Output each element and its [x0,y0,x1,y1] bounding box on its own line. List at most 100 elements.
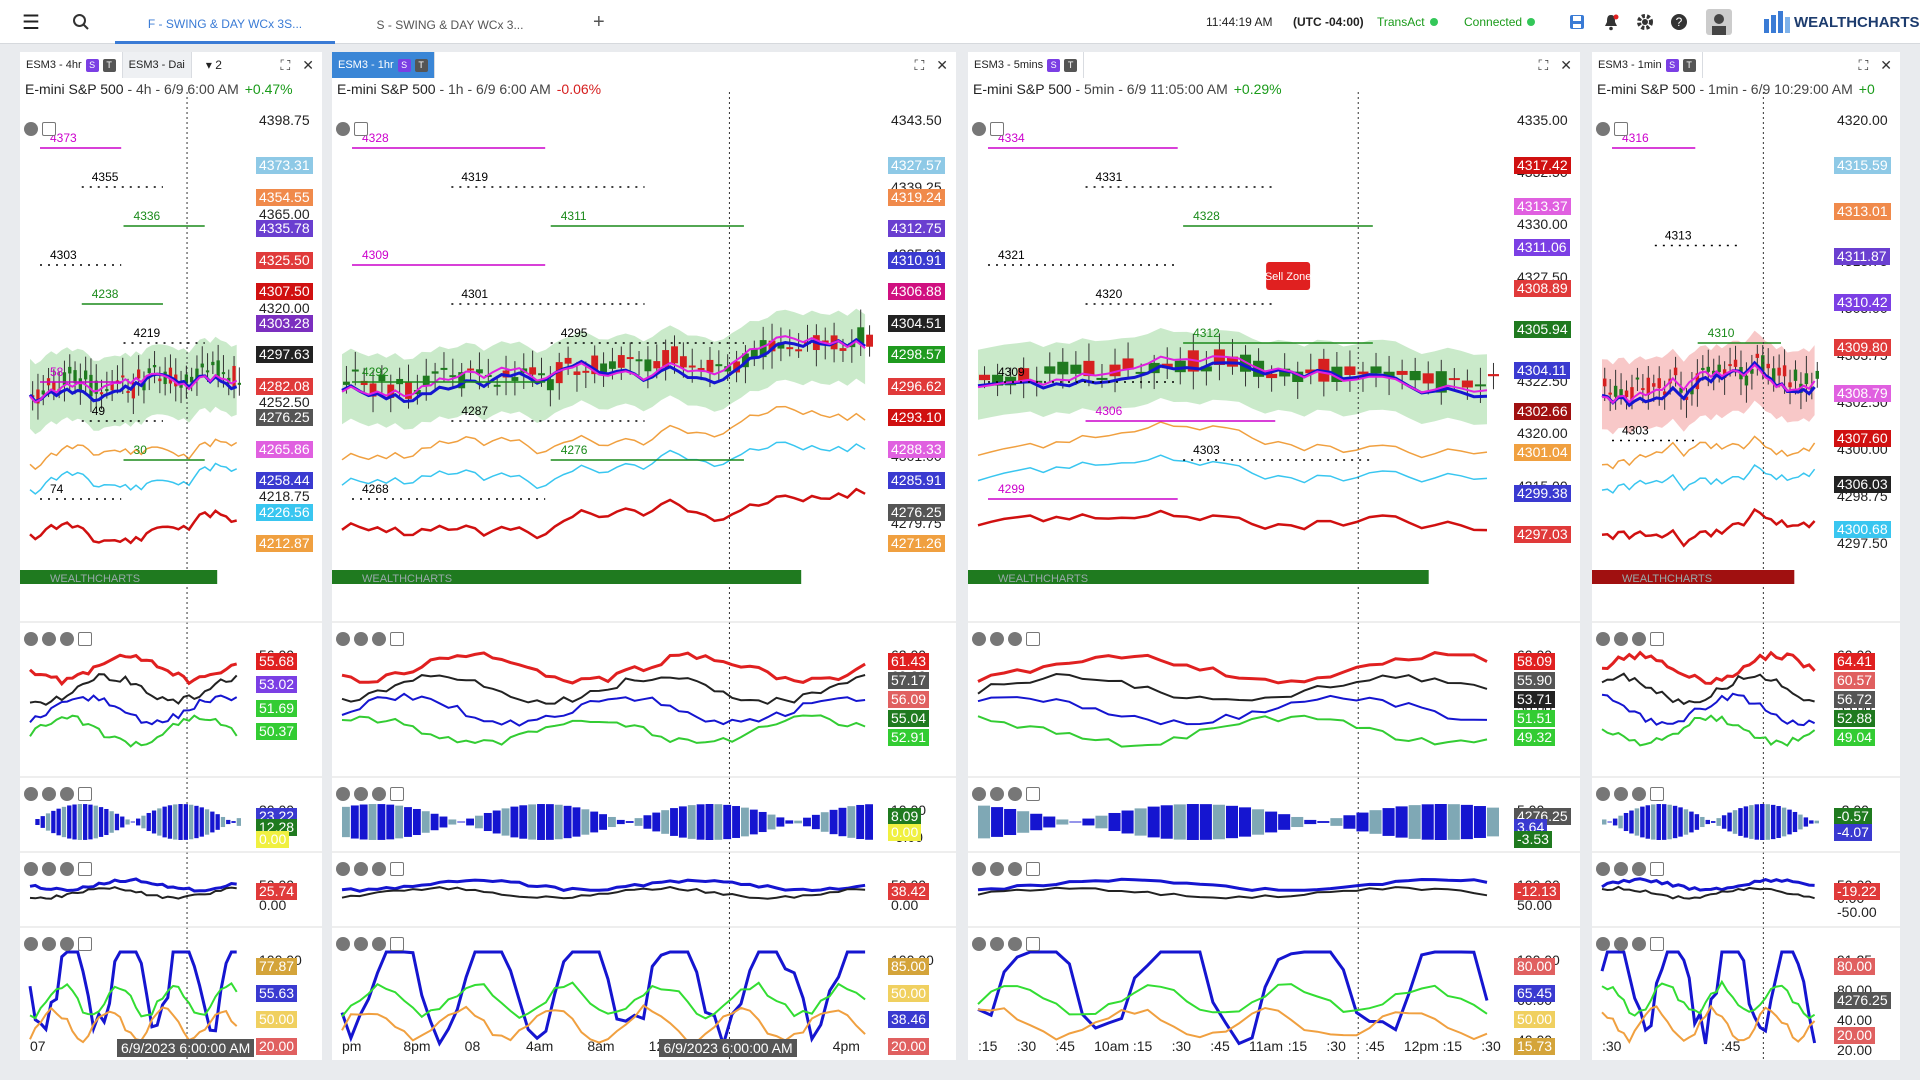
timezone-label[interactable]: (UTC -04:00) [1293,15,1364,29]
close-icon[interactable]: ✕ [936,56,948,73]
hide-icon[interactable] [336,862,350,876]
move-up-icon[interactable] [1008,937,1022,951]
move-up-icon[interactable] [1008,632,1022,646]
hide-icon[interactable] [972,937,986,951]
hide-icon[interactable] [1596,787,1610,801]
move-up-icon[interactable] [372,937,386,951]
hide-icon[interactable] [336,122,350,136]
panel-tab[interactable]: ESM3 - 1hr S T [332,52,435,78]
panel-tab[interactable]: ESM3 - 5mins S T [968,52,1085,78]
add-study-icon[interactable] [1650,937,1664,951]
bell-icon[interactable] [1602,0,1620,44]
add-study-icon[interactable] [390,632,404,646]
move-up-icon[interactable] [60,862,74,876]
collapse-icon[interactable] [1614,787,1628,801]
add-study-icon[interactable] [78,787,92,801]
template-badge-icon[interactable]: T [1682,58,1696,72]
move-up-icon[interactable] [372,632,386,646]
maximize-icon[interactable]: ⛶ [914,56,925,73]
save-icon[interactable] [1568,0,1586,44]
hide-icon[interactable] [1596,632,1610,646]
study-badge-icon[interactable]: S [397,58,411,72]
add-study-icon[interactable] [1650,632,1664,646]
hide-icon[interactable] [24,122,38,136]
hide-icon[interactable] [1596,862,1610,876]
hide-icon[interactable] [24,632,38,646]
hide-icon[interactable] [972,122,986,136]
collapse-icon[interactable] [354,787,368,801]
hide-icon[interactable] [972,862,986,876]
collapse-icon[interactable] [1614,937,1628,951]
hide-icon[interactable] [24,787,38,801]
hide-icon[interactable] [336,937,350,951]
template-badge-icon[interactable]: T [102,58,116,72]
move-up-icon[interactable] [1632,937,1646,951]
hide-icon[interactable] [1596,937,1610,951]
help-icon[interactable]: ? [1670,0,1688,44]
maximize-icon[interactable]: ⛶ [1538,56,1549,73]
add-study-icon[interactable] [1026,937,1040,951]
add-study-icon[interactable] [1614,122,1628,136]
hide-icon[interactable] [336,632,350,646]
transact-status[interactable]: TransAct [1377,0,1438,44]
add-study-icon[interactable] [390,862,404,876]
collapse-icon[interactable] [1614,632,1628,646]
study-badge-icon[interactable]: S [1665,58,1679,72]
collapse-icon[interactable] [1614,862,1628,876]
move-up-icon[interactable] [372,787,386,801]
maximize-icon[interactable]: ⛶ [280,56,291,73]
chart-canvas[interactable]: 4334 4331 4328 4321 4320 4312 4309 4306 4303 4299… [968,52,1580,1060]
menu-icon[interactable]: ☰ [22,11,40,34]
collapse-icon[interactable] [990,787,1004,801]
move-up-icon[interactable] [60,787,74,801]
collapse-icon[interactable] [990,632,1004,646]
collapse-icon[interactable] [42,632,56,646]
collapse-icon[interactable] [354,632,368,646]
maximize-icon[interactable]: ⛶ [1858,56,1869,73]
move-up-icon[interactable] [1008,862,1022,876]
add-study-icon[interactable] [1650,862,1664,876]
move-up-icon[interactable] [60,632,74,646]
hide-icon[interactable] [336,787,350,801]
add-study-icon[interactable] [1026,632,1040,646]
add-study-icon[interactable] [78,937,92,951]
collapse-icon[interactable] [990,937,1004,951]
workspace-tab-1[interactable]: F - SWING & DAY WCx 3S... [115,6,335,44]
collapse-icon[interactable] [42,937,56,951]
add-tab-button[interactable]: + [593,10,605,33]
hide-icon[interactable] [1596,122,1610,136]
move-up-icon[interactable] [1632,632,1646,646]
collapse-icon[interactable] [354,862,368,876]
add-study-icon[interactable] [1026,862,1040,876]
add-study-icon[interactable] [78,632,92,646]
panel-tab[interactable]: ESM3 - Dai [122,52,192,78]
tab-count[interactable]: ▾ 2 [205,58,222,72]
collapse-icon[interactable] [990,862,1004,876]
template-badge-icon[interactable]: T [1064,58,1078,72]
move-up-icon[interactable] [1632,787,1646,801]
panel-tab[interactable]: ESM3 - 1min S T [1592,52,1703,78]
add-study-icon[interactable] [42,122,56,136]
add-study-icon[interactable] [390,937,404,951]
workspace-tab-2[interactable]: S - SWING & DAY WCx 3... [376,18,524,32]
add-study-icon[interactable] [1026,787,1040,801]
close-icon[interactable]: ✕ [1560,56,1572,73]
close-icon[interactable]: ✕ [1880,56,1892,73]
search-icon[interactable] [72,0,90,44]
hide-icon[interactable] [24,937,38,951]
add-study-icon[interactable] [390,787,404,801]
hide-icon[interactable] [972,787,986,801]
hide-icon[interactable] [972,632,986,646]
study-badge-icon[interactable]: S [85,58,99,72]
template-badge-icon[interactable]: T [414,58,428,72]
close-icon[interactable]: ✕ [302,56,314,73]
collapse-icon[interactable] [42,862,56,876]
add-study-icon[interactable] [1650,787,1664,801]
add-study-icon[interactable] [990,122,1004,136]
move-up-icon[interactable] [1632,862,1646,876]
sell-zone-box[interactable] [1266,262,1311,290]
hide-icon[interactable] [24,862,38,876]
chart-canvas[interactable]: 4316 4313 4310 4303 WEALTHCHARTS [1592,52,1900,1060]
panel-tab[interactable]: ESM3 - 4hr S T [20,52,123,78]
study-badge-icon[interactable]: S [1047,58,1061,72]
